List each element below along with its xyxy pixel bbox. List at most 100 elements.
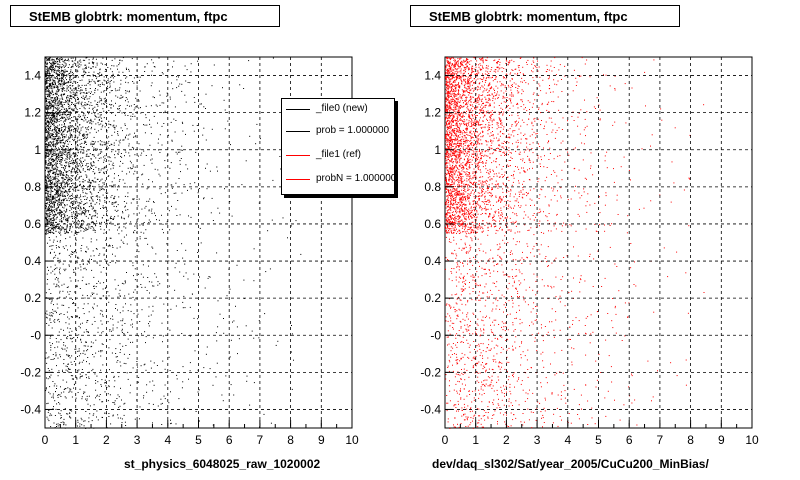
data-point <box>60 57 62 59</box>
data-point <box>181 83 183 85</box>
data-point <box>74 105 76 106</box>
data-point <box>57 195 59 197</box>
data-point <box>63 120 65 122</box>
data-point <box>53 218 55 220</box>
data-point <box>82 59 84 61</box>
data-point <box>85 155 87 157</box>
data-point <box>459 75 461 77</box>
data-point <box>93 150 95 151</box>
data-point <box>92 185 94 187</box>
data-point <box>84 171 86 173</box>
data-point <box>70 361 72 363</box>
data-point <box>85 134 87 136</box>
data-point <box>83 420 85 422</box>
data-point <box>62 116 64 118</box>
data-point <box>49 201 51 203</box>
data-point <box>49 220 51 222</box>
data-point <box>98 350 100 352</box>
data-point <box>51 69 53 71</box>
data-point <box>506 119 508 120</box>
data-point <box>84 267 86 269</box>
data-point <box>62 147 64 149</box>
data-point <box>93 164 95 166</box>
data-point <box>127 310 129 312</box>
data-point <box>253 280 255 282</box>
data-point <box>105 295 107 297</box>
data-point <box>55 192 57 194</box>
data-point <box>53 229 54 231</box>
data-point <box>50 146 52 148</box>
data-point <box>53 204 55 206</box>
data-point <box>48 298 50 300</box>
data-point <box>56 85 58 87</box>
data-point <box>85 72 87 74</box>
data-point <box>77 84 79 86</box>
data-point <box>61 148 62 150</box>
data-point <box>300 253 302 255</box>
data-point <box>61 127 63 128</box>
data-point <box>81 111 83 113</box>
data-point <box>53 205 55 207</box>
data-point <box>102 314 103 316</box>
data-point <box>139 90 141 92</box>
data-point <box>45 184 47 186</box>
data-point <box>77 267 79 269</box>
data-point <box>59 78 61 80</box>
data-point <box>199 103 201 105</box>
data-point <box>51 105 53 107</box>
data-point <box>169 229 171 231</box>
data-point <box>53 168 55 170</box>
data-point <box>77 111 79 113</box>
data-point <box>135 240 137 242</box>
data-point <box>132 262 134 264</box>
data-point <box>48 155 50 157</box>
data-point <box>63 174 65 176</box>
data-point <box>49 126 51 128</box>
data-point <box>110 124 112 126</box>
data-point <box>73 62 75 64</box>
data-point <box>45 388 47 390</box>
data-point <box>104 155 106 157</box>
data-point <box>54 101 56 103</box>
data-point <box>46 136 48 138</box>
data-point <box>101 221 103 223</box>
data-point <box>108 127 110 129</box>
data-point <box>60 200 62 202</box>
data-point <box>98 254 100 256</box>
data-point <box>47 114 49 116</box>
data-point <box>80 250 82 252</box>
data-point <box>72 161 74 163</box>
data-point <box>53 406 54 408</box>
data-point <box>205 108 206 109</box>
data-point <box>77 165 79 166</box>
data-point <box>62 180 64 182</box>
data-point <box>49 108 51 110</box>
data-point <box>65 167 66 169</box>
data-point <box>149 123 151 125</box>
data-point <box>92 58 94 60</box>
data-point <box>161 402 163 404</box>
data-point <box>57 69 59 71</box>
data-point <box>51 83 53 84</box>
data-point <box>64 166 66 168</box>
data-point <box>92 226 93 228</box>
data-point <box>66 90 68 92</box>
data-point <box>92 61 94 63</box>
data-point <box>140 273 142 275</box>
data-point <box>88 126 90 128</box>
data-point <box>60 173 62 175</box>
data-point <box>99 264 101 266</box>
data-point <box>46 273 48 275</box>
data-point <box>66 85 68 87</box>
data-point <box>49 153 51 155</box>
data-point <box>63 124 65 126</box>
data-point <box>47 164 49 166</box>
data-point <box>66 204 68 206</box>
data-point <box>116 206 117 208</box>
data-point <box>74 207 76 209</box>
data-point <box>45 131 47 133</box>
data-point <box>68 175 69 177</box>
data-point <box>49 92 51 94</box>
data-point <box>57 357 59 359</box>
data-point <box>156 219 157 221</box>
